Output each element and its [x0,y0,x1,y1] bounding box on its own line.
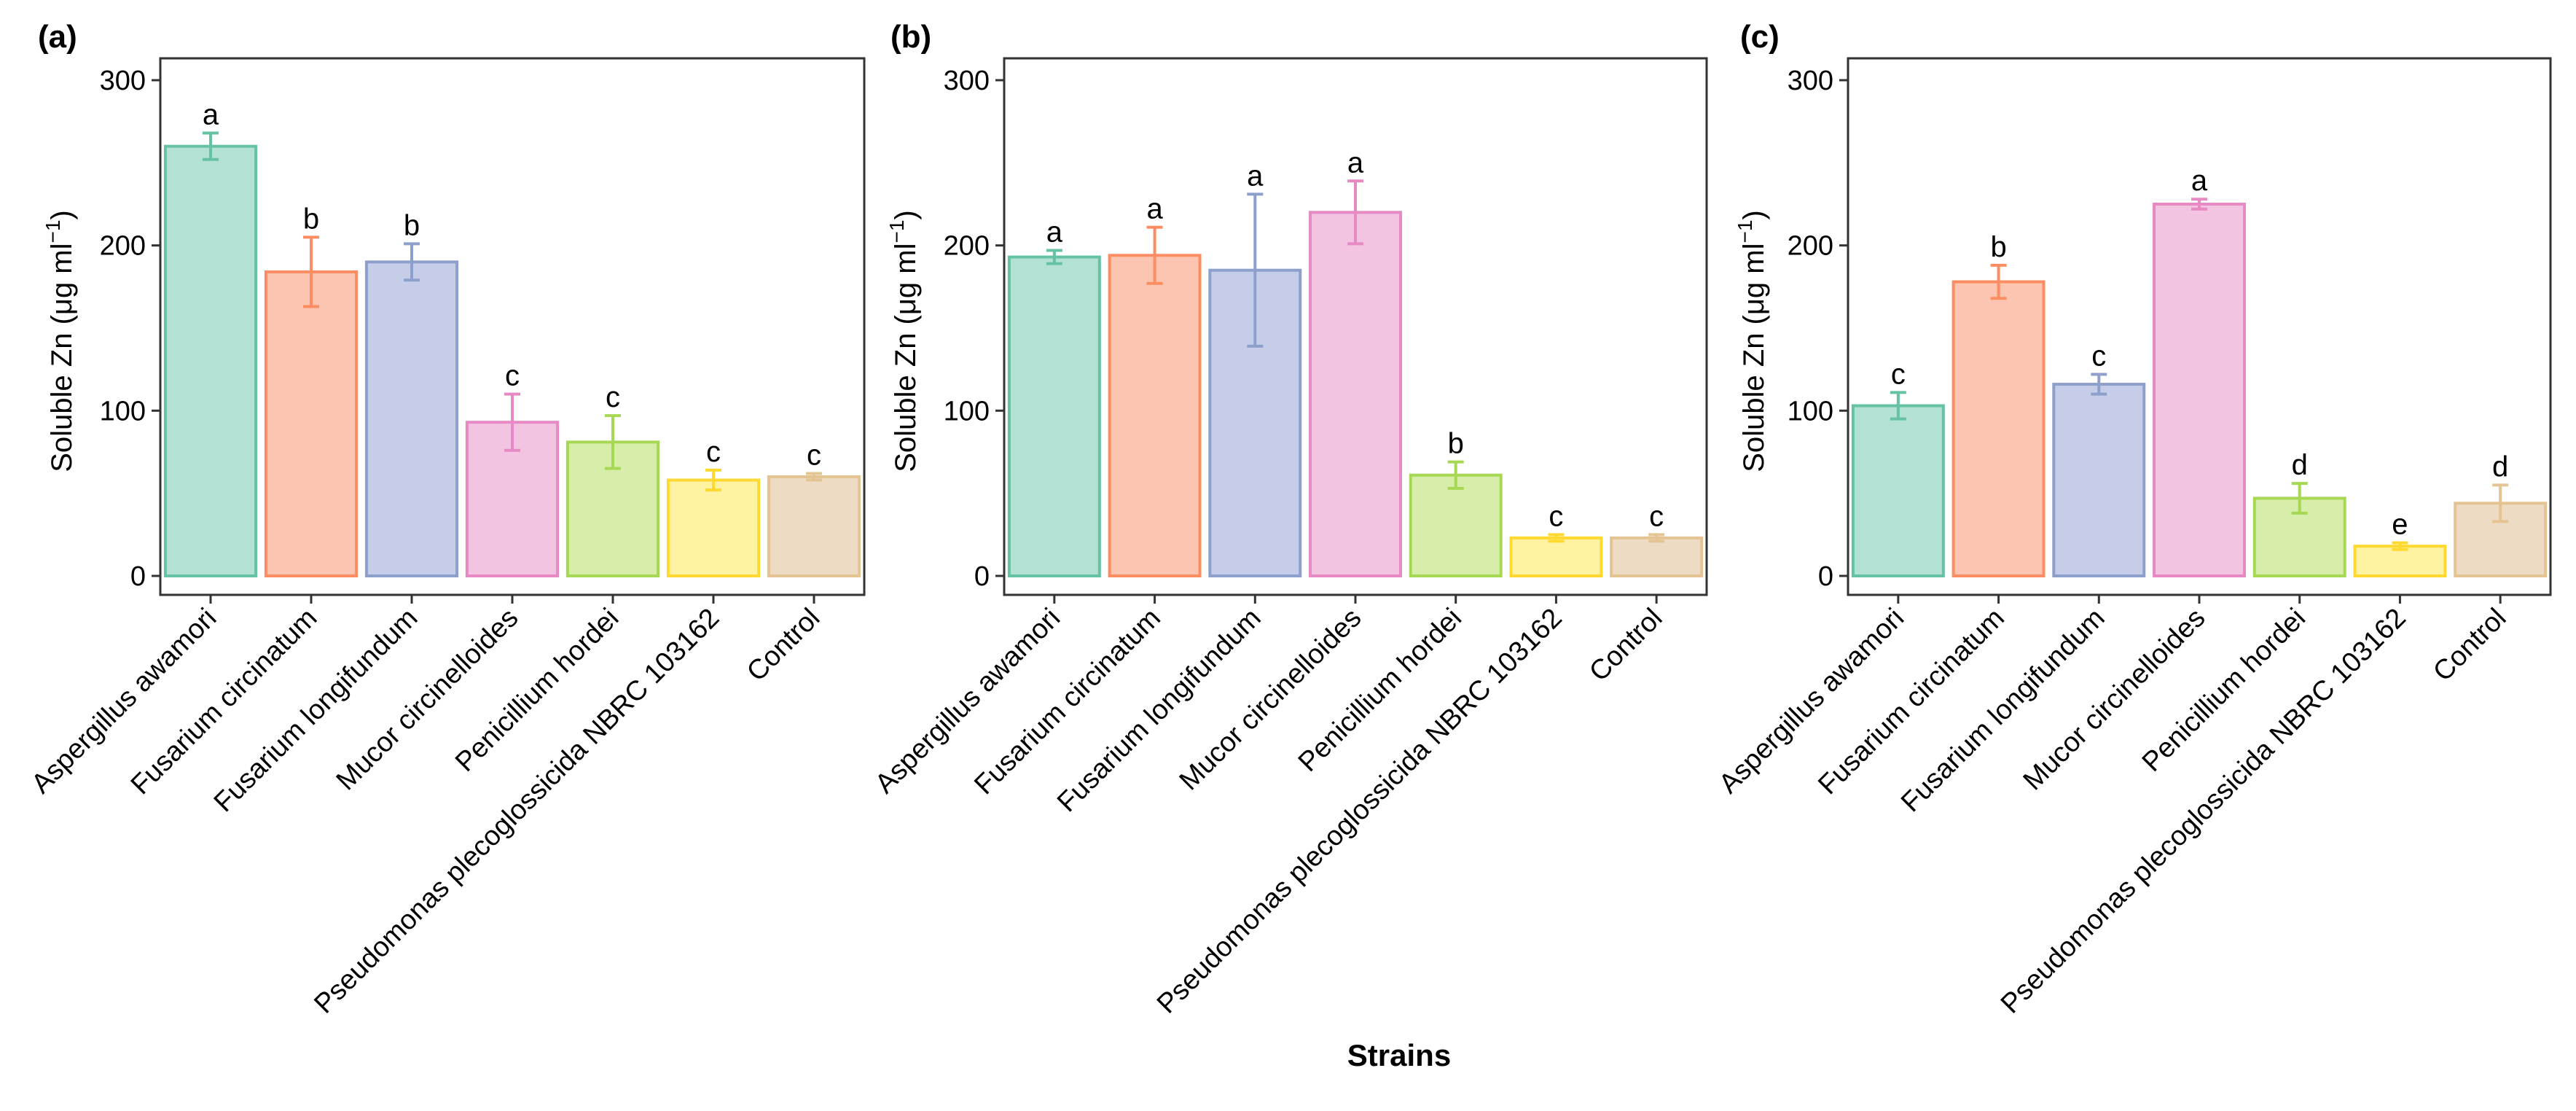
y-tick-label: 0 [974,561,990,592]
category-label: Control [741,603,826,687]
category-label: Mucor circinelloides [1174,603,1368,797]
significance-label: c [2091,340,2106,372]
significance-label: d [2492,451,2508,483]
bar [767,475,861,577]
significance-label: c [706,436,721,468]
significance-label: c [1549,500,1563,532]
category-label: Mucor circinelloides [2018,603,2212,797]
category-label: Fusarium circinatum [968,603,1167,801]
y-tick-label: 0 [130,561,146,592]
bar [666,478,761,577]
y-axis-title: Soluble Zn (μg ml−1) [885,210,922,472]
significance-label: c [1649,500,1664,532]
significance-label: a [1046,216,1063,248]
bar [264,270,359,577]
significance-label: c [606,381,620,413]
significance-label: c [505,360,520,392]
y-tick-label: 100 [944,396,990,426]
bar [1610,536,1704,577]
bar [465,421,560,578]
significance-label: b [303,203,319,235]
y-tick-label: 300 [944,66,990,96]
y-axis-title: Soluble Zn (μg ml−1) [42,210,78,472]
y-tick-label: 300 [100,66,146,96]
significance-label: b [404,209,420,241]
category-label: Fusarium longifundum [1895,603,2111,819]
y-tick-label: 200 [1788,231,1833,262]
significance-label: a [203,99,219,131]
category-label: Aspergillus awamori [1713,603,1910,800]
y-tick-label: 300 [1788,66,1833,96]
bar [1409,473,1503,577]
bar [163,144,258,577]
category-label: Aspergillus awamori [26,603,222,800]
bar [1108,254,1202,577]
bar [2153,203,2246,577]
bar [1951,280,2045,577]
bar [1851,404,1945,577]
significance-label: e [2392,509,2408,541]
bar [1509,536,1603,577]
category-label: Fusarium circinatum [125,603,324,801]
significance-label: a [2191,165,2208,197]
x-axis-title: Strains [1347,1038,1451,1072]
y-tick-label: 0 [1818,561,1833,592]
category-label: Fusarium circinatum [1812,603,2011,801]
panel-2: (b) 0 100 200 300 Soluble Zn (μg ml−1) a Asperg… [869,19,1708,1020]
category-label: Aspergillus awamori [869,603,1066,800]
bar [2052,383,2146,577]
significance-label: a [1146,193,1163,225]
category-label: Fusarium longifundum [208,603,424,819]
y-axis-title: Soluble Zn (μg ml−1) [1734,210,1770,472]
significance-label: d [2292,449,2308,481]
bar [364,260,459,577]
y-tick-label: 200 [100,231,146,262]
panel-label: (a) [38,19,77,55]
significance-label: b [1990,231,2006,263]
panel-3: (c) 0 100 200 300 Soluble Zn (μg ml−1) c Asperg… [1713,19,2552,1020]
significance-label: c [1891,358,1906,390]
category-label: Mucor circinelloides [331,603,525,797]
category-label: Fusarium longifundum [1052,603,1267,819]
category-label: Control [1583,603,1668,687]
category-label: Control [2427,603,2512,687]
y-tick-label: 200 [944,231,990,262]
significance-label: a [1347,147,1364,179]
panel-label: (c) [1740,19,1780,55]
panel-1: (a) 0 100 200 300 Soluble Zn (μg ml−1) a Asperg… [26,19,866,1020]
significance-label: c [807,439,821,471]
significance-label: b [1448,428,1464,460]
bar [1309,211,1402,577]
y-tick-label: 100 [1788,396,1833,426]
significance-label: a [1247,160,1264,192]
y-tick-label: 100 [100,396,146,426]
panel-label: (b) [890,19,931,55]
bar [1007,255,1101,577]
